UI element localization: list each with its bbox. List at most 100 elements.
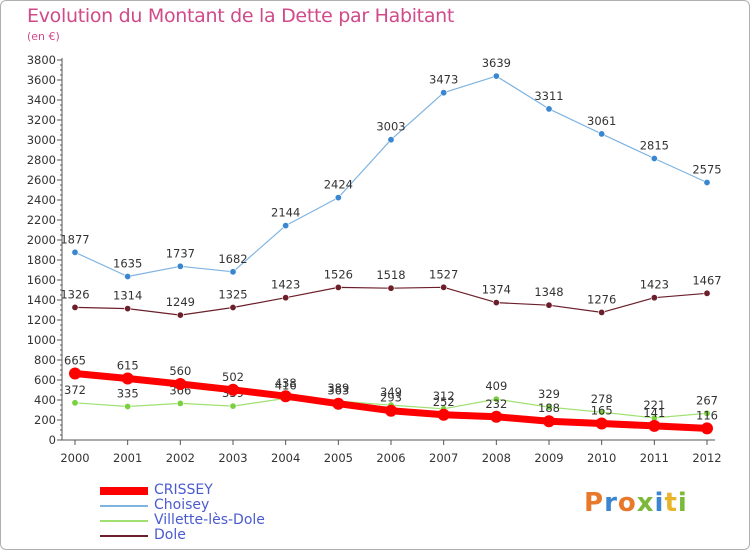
x-tick-label: 2011 [640, 451, 669, 465]
data-point-choisey [387, 136, 395, 144]
logo-letter: o [617, 488, 637, 518]
data-label-choisey: 2424 [324, 178, 353, 192]
data-label-villette-l-s-dole: 409 [485, 379, 507, 393]
y-tick-label: 200 [34, 413, 56, 427]
data-point-dole [229, 303, 237, 311]
data-label-choisey: 3473 [429, 73, 458, 87]
data-label-choisey: 3061 [587, 114, 616, 128]
data-label-villette-l-s-dole: 267 [696, 393, 718, 407]
y-tick-label: 3800 [27, 53, 56, 67]
proxiti-logo: Proxiti [584, 488, 688, 518]
x-tick-label: 2002 [166, 451, 195, 465]
data-label-choisey: 1635 [113, 257, 142, 271]
data-point-choisey [492, 72, 500, 80]
data-label-crissey: 165 [591, 404, 613, 418]
data-point-villette-l-s-dole [71, 399, 79, 407]
legend-swatch [100, 505, 148, 507]
data-label-crissey: 252 [433, 395, 455, 409]
legend-label: Villette-lès-Dole [154, 512, 265, 528]
data-point-crissey [648, 419, 661, 432]
y-tick-label: 1600 [27, 273, 56, 287]
data-label-choisey: 2815 [640, 139, 669, 153]
data-label-villette-l-s-dole: 221 [643, 398, 665, 412]
legend-label: Dole [154, 527, 186, 543]
data-point-villette-l-s-dole [545, 403, 553, 411]
data-point-dole [334, 283, 342, 291]
x-tick-label: 2007 [429, 451, 458, 465]
y-tick-label: 600 [34, 373, 56, 387]
x-tick-label: 2000 [60, 451, 89, 465]
data-label-villette-l-s-dole: 335 [117, 387, 139, 401]
data-point-crissey [227, 383, 239, 396]
logo-letter: t [664, 488, 678, 518]
data-point-choisey [440, 89, 448, 97]
y-tick-label: 2600 [27, 173, 56, 187]
data-label-dole: 1326 [60, 287, 89, 301]
logo-letter: i [677, 488, 688, 518]
y-tick-label: 2800 [27, 153, 56, 167]
data-point-crissey [701, 422, 713, 435]
data-label-choisey: 3639 [482, 56, 511, 70]
data-point-villette-l-s-dole [229, 402, 237, 410]
data-point-dole [282, 294, 290, 302]
data-point-choisey [598, 130, 606, 138]
y-tick-label: 1800 [27, 253, 56, 267]
legend-label: Choisey [154, 497, 210, 513]
x-tick-label: 2003 [218, 451, 247, 465]
y-tick-label: 1400 [27, 293, 56, 307]
y-tick-label: 800 [34, 353, 56, 367]
data-label-choisey: 2575 [692, 163, 721, 177]
logo-letter: r [604, 488, 618, 518]
y-tick-label: 3000 [27, 133, 56, 147]
data-point-crissey [490, 410, 503, 423]
data-label-villette-l-s-dole: 389 [327, 381, 349, 395]
data-point-villette-l-s-dole [176, 399, 184, 407]
data-label-dole: 1423 [271, 278, 300, 292]
data-label-crissey: 116 [696, 408, 718, 422]
data-label-villette-l-s-dole: 278 [591, 392, 613, 406]
data-label-crissey: 502 [222, 370, 244, 384]
data-point-villette-l-s-dole [124, 402, 132, 410]
data-point-dole [71, 303, 79, 311]
data-point-choisey [703, 179, 711, 187]
y-tick-label: 2200 [27, 213, 56, 227]
data-label-crissey: 188 [538, 401, 560, 415]
data-label-crissey: 141 [643, 406, 665, 420]
logo-letter: x [636, 488, 655, 518]
x-tick-label: 2009 [534, 451, 563, 465]
data-label-dole: 1249 [166, 295, 195, 309]
data-point-crissey [437, 408, 450, 421]
data-point-crissey [174, 378, 187, 390]
data-label-choisey: 2144 [271, 206, 300, 220]
data-point-dole [545, 301, 553, 309]
data-point-choisey [334, 194, 342, 202]
data-label-dole: 1314 [113, 289, 142, 303]
data-point-villette-l-s-dole [703, 409, 711, 417]
x-tick-label: 2004 [271, 451, 300, 465]
x-tick-label: 2012 [692, 451, 721, 465]
data-point-choisey [229, 268, 237, 276]
data-label-choisey: 1682 [218, 252, 247, 266]
y-tick-label: 2000 [27, 233, 56, 247]
data-point-crissey [543, 415, 555, 428]
data-label-choisey: 3003 [376, 120, 405, 134]
x-tick-label: 2008 [482, 451, 511, 465]
data-label-villette-l-s-dole: 329 [538, 387, 560, 401]
data-label-crissey: 232 [485, 397, 507, 411]
y-tick-label: 2400 [27, 193, 56, 207]
data-label-dole: 1423 [640, 278, 669, 292]
data-label-choisey: 3311 [534, 89, 563, 103]
data-point-crissey [332, 397, 345, 410]
data-label-dole: 1527 [429, 267, 458, 281]
x-tick-label: 2005 [324, 451, 353, 465]
data-point-villette-l-s-dole [598, 408, 606, 416]
logo-letter: i [654, 488, 665, 518]
y-tick-label: 1000 [27, 333, 56, 347]
y-tick-label: 3400 [27, 93, 56, 107]
chart-title: Evolution du Montant de la Dette par Hab… [27, 5, 455, 27]
data-point-choisey [71, 248, 79, 256]
data-point-crissey [595, 417, 608, 430]
legend-label: CRISSEY [154, 482, 213, 498]
y-tick-label: 3200 [27, 113, 56, 127]
